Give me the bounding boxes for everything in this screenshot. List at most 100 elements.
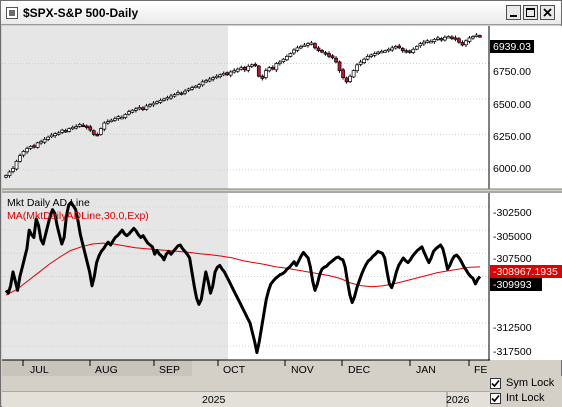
price-candle[interactable] [407,49,412,54]
price-candle[interactable] [176,90,180,96]
price-candle[interactable] [274,62,279,73]
price-candle[interactable] [351,69,356,79]
price-candle[interactable] [169,93,173,100]
price-candle[interactable] [450,35,454,41]
price-candle[interactable] [84,124,89,130]
int-lock-label[interactable]: Int Lock [506,392,545,404]
price-candle[interactable] [53,132,58,138]
price-candle[interactable] [390,45,395,52]
sym-lock-label[interactable]: Sym Lock [506,377,555,389]
price-candle[interactable] [453,35,458,42]
ad-line[interactable] [4,200,482,355]
price-candle[interactable] [116,115,121,121]
price-candle[interactable] [474,33,479,38]
price-candle[interactable] [4,174,8,179]
price-candle[interactable] [246,64,251,73]
price-candle[interactable] [299,44,303,50]
price-candle[interactable] [137,105,142,111]
price-candle[interactable] [393,44,398,50]
price-candle[interactable] [207,76,212,83]
price-candle[interactable] [400,47,405,53]
price-candle[interactable] [109,118,114,123]
price-candle[interactable] [365,54,370,61]
price-candle[interactable] [313,42,317,50]
price-candle[interactable] [362,57,366,65]
price-candle[interactable] [172,93,177,98]
price-candle[interactable] [414,45,419,51]
price-candle[interactable] [91,129,96,137]
maximize-button[interactable] [523,5,538,20]
price-candle[interactable] [127,109,131,116]
price-candles[interactable] [4,33,482,179]
price-candle[interactable] [341,67,345,80]
price-candle[interactable] [112,116,117,122]
price-candle[interactable] [151,101,156,107]
price-candle[interactable] [11,166,15,174]
price-candle[interactable] [334,56,338,64]
price-candle[interactable] [256,64,261,78]
price-candle[interactable] [32,143,36,149]
price-candle[interactable] [278,60,282,66]
int-lock-checkbox[interactable] [490,393,501,404]
price-candle[interactable] [148,103,152,108]
price-candle[interactable] [348,74,352,84]
sym-lock-checkbox[interactable] [490,378,501,389]
price-candle[interactable] [158,98,163,104]
price-candle[interactable] [21,149,26,158]
price-candle[interactable] [162,97,166,102]
price-candle[interactable] [478,34,482,38]
price-candle[interactable] [141,106,145,112]
price-candle[interactable] [7,170,12,178]
price-candle[interactable] [302,42,307,48]
price-candle[interactable] [130,109,135,114]
price-candle[interactable] [77,122,82,128]
price-candle[interactable] [42,137,47,145]
price-candle[interactable] [179,91,184,96]
price-candle[interactable] [372,51,377,58]
price-candle[interactable] [404,48,409,54]
price-candle[interactable] [439,37,444,42]
price-candle[interactable] [263,68,268,80]
price-candle[interactable] [63,128,68,133]
price-candle[interactable] [70,125,75,131]
price-candle[interactable] [190,85,194,91]
price-candle[interactable] [214,74,219,80]
price-candle[interactable] [204,78,208,84]
price-candle[interactable] [221,71,226,77]
price-candle[interactable] [295,45,300,53]
price-candle[interactable] [425,39,430,44]
price-candle[interactable] [49,132,54,139]
price-candle[interactable] [74,124,79,130]
price-candle[interactable] [134,107,138,113]
price-candle[interactable] [386,47,391,53]
price-candle[interactable] [306,42,310,48]
price-candle[interactable] [320,49,324,54]
price-candle[interactable] [235,67,240,73]
close-button[interactable] [540,5,555,20]
price-candle[interactable] [239,65,244,71]
price-candle[interactable] [218,73,223,79]
price-candle[interactable] [25,146,29,154]
price-candle[interactable] [242,65,247,73]
price-candle[interactable] [98,127,103,136]
price-candle[interactable] [457,37,461,44]
price-candle[interactable] [355,63,359,73]
price-candle[interactable] [232,68,237,74]
price-candle[interactable] [397,43,402,50]
price-candle[interactable] [186,87,191,93]
price-candle[interactable] [285,54,289,62]
price-candle[interactable] [288,52,293,58]
price-candle[interactable] [376,50,381,56]
price-candle[interactable] [270,65,275,71]
price-candle[interactable] [379,49,384,54]
price-candle[interactable] [193,85,198,89]
price-candle[interactable] [35,141,40,149]
price-candle[interactable] [197,83,201,89]
price-candle[interactable] [309,40,314,46]
price-candle[interactable] [18,153,22,163]
price-candle[interactable] [432,37,437,44]
price-candle[interactable] [358,59,363,67]
price-candle[interactable] [253,62,258,67]
price-candle[interactable] [88,124,93,133]
chart-area[interactable]: Mkt Daily AD Line MA(MktDailyADLine,30,0… [2,26,562,376]
